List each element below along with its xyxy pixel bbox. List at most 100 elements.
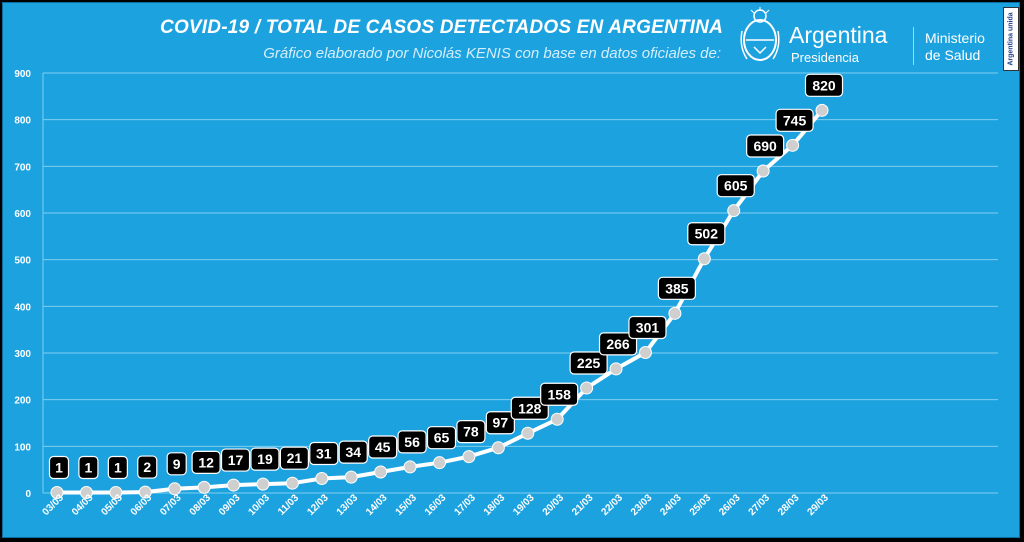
data-label-box <box>279 446 309 470</box>
data-label-box <box>775 108 814 132</box>
data-point <box>79 486 93 500</box>
x-tick-label: 12/03 <box>305 492 331 518</box>
y-tick-label: 0 <box>25 489 31 500</box>
data-label: 1 <box>55 460 63 476</box>
data-point <box>138 485 152 499</box>
data-label-box <box>250 447 280 471</box>
data-label-box <box>48 455 70 480</box>
ministry-line-2: de Salud <box>925 47 981 63</box>
x-tick-label: 24/03 <box>658 492 684 518</box>
data-label: 31 <box>316 446 332 462</box>
x-tick-label: 17/03 <box>452 492 478 518</box>
data-point <box>815 103 829 117</box>
data-label-box <box>397 430 427 454</box>
data-point <box>50 486 64 500</box>
data-point <box>403 460 417 474</box>
data-label: 266 <box>606 336 630 352</box>
x-tick-label: 10/03 <box>246 492 272 518</box>
data-label-box <box>485 411 515 435</box>
data-point <box>786 138 800 152</box>
presidency-logo-name: Argentina <box>789 22 888 48</box>
x-tick-label: 18/03 <box>482 492 508 518</box>
y-tick-label: 700 <box>14 162 31 173</box>
x-tick-label: 19/03 <box>511 492 537 518</box>
data-label: 17 <box>228 452 244 468</box>
data-label: 12 <box>198 454 214 470</box>
data-label: 1 <box>85 460 93 476</box>
logo-divider <box>913 27 914 65</box>
data-point <box>315 472 329 486</box>
data-label-box <box>510 396 549 420</box>
data-label: 34 <box>345 444 361 460</box>
data-label-box <box>598 332 638 356</box>
argentina-unida-badge: Argentina unida <box>1003 7 1019 71</box>
data-point <box>756 164 770 178</box>
x-tick-label: 25/03 <box>688 492 714 518</box>
x-tick-label: 06/03 <box>129 492 155 518</box>
data-label: 1 <box>114 460 122 476</box>
data-label: 45 <box>375 439 391 455</box>
data-point <box>609 362 623 376</box>
data-label-box <box>746 134 785 158</box>
y-tick-label: 200 <box>14 396 31 407</box>
x-tick-label: 09/03 <box>217 492 243 518</box>
data-label-box <box>137 455 158 479</box>
data-point <box>727 204 741 218</box>
data-label-box <box>657 276 696 300</box>
data-label-box <box>166 452 187 476</box>
x-tick-label: 20/03 <box>541 492 567 518</box>
x-tick-label: 22/03 <box>600 492 626 518</box>
ministry-logo: Ministerio de Salud <box>925 30 985 64</box>
x-tick-label: 28/03 <box>776 492 802 518</box>
data-point <box>344 470 358 484</box>
data-point <box>227 478 241 492</box>
x-tick-label: 29/03 <box>805 492 831 518</box>
badge-text: Argentina unida <box>1007 12 1015 66</box>
data-point <box>109 486 123 500</box>
line-chart: 0100200300400500600700800900103/03104/03… <box>14 69 998 518</box>
data-point <box>285 476 299 490</box>
data-label: 9 <box>173 456 181 472</box>
data-label-box <box>78 455 99 480</box>
data-label-box <box>569 351 608 375</box>
y-tick-label: 900 <box>14 69 31 80</box>
x-tick-label: 23/03 <box>629 492 655 518</box>
data-point <box>668 306 682 320</box>
data-point <box>256 477 270 491</box>
data-point <box>197 480 211 494</box>
data-label-box <box>716 174 755 198</box>
data-label: 820 <box>812 77 836 93</box>
y-tick-label: 300 <box>14 349 31 360</box>
data-label-box <box>804 73 844 97</box>
data-point <box>433 456 446 470</box>
data-label: 385 <box>665 280 689 296</box>
data-label: 690 <box>753 138 777 154</box>
data-point <box>374 465 388 479</box>
data-label-box <box>338 440 368 464</box>
data-point <box>462 450 476 464</box>
data-point <box>638 346 652 360</box>
data-label: 502 <box>695 226 719 242</box>
data-label-box <box>628 315 667 340</box>
x-tick-label: 15/03 <box>394 492 420 518</box>
data-point <box>521 426 535 440</box>
x-tick-label: 16/03 <box>423 492 449 518</box>
data-label-box <box>540 382 579 406</box>
y-tick-label: 600 <box>14 209 31 220</box>
data-label-box <box>368 435 398 459</box>
presidency-logo-sub: Presidencia <box>791 50 859 65</box>
x-tick-label: 07/03 <box>158 492 184 518</box>
data-label-box <box>309 441 339 466</box>
data-point <box>697 252 711 266</box>
data-label: 745 <box>783 112 807 128</box>
y-tick-label: 400 <box>14 302 31 313</box>
data-label: 65 <box>434 430 450 446</box>
data-label: 128 <box>518 400 542 416</box>
ministry-line-1: Ministerio <box>925 30 985 46</box>
data-label: 78 <box>463 424 479 440</box>
data-label: 97 <box>493 415 509 431</box>
x-tick-label: 27/03 <box>747 492 773 518</box>
y-tick-label: 500 <box>14 256 31 267</box>
x-tick-label: 26/03 <box>717 492 743 518</box>
